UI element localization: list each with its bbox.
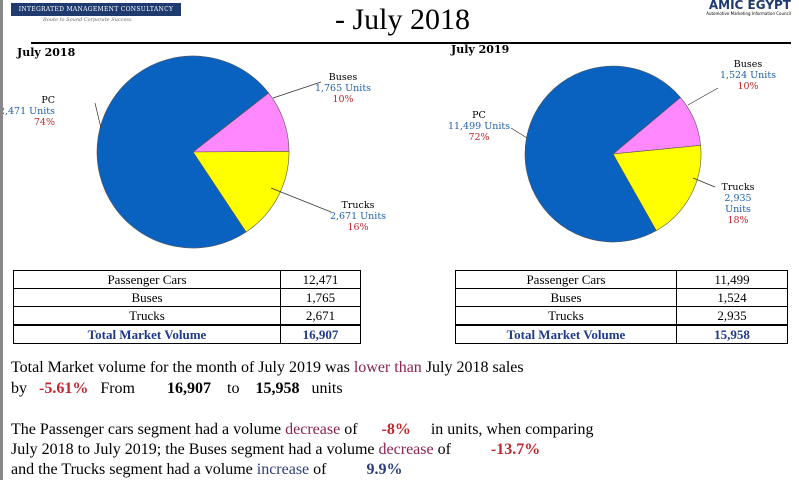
pie-label-trucks: 18% xyxy=(727,215,748,226)
page-title: - July 2018 xyxy=(335,3,470,36)
pie-label-buses: 1,524 Units xyxy=(720,70,776,81)
cell: 1,765 xyxy=(280,288,361,307)
pie-label-buses: Buses xyxy=(329,72,358,83)
pie-slice-trucks xyxy=(612,145,702,232)
pie-label-buses: 10% xyxy=(737,81,758,92)
pie-slice-trucks xyxy=(192,150,290,233)
pie-label-pc: PC xyxy=(41,95,55,106)
pie-slice-pc xyxy=(96,55,270,249)
leader-line xyxy=(270,187,332,213)
pie-title-2019: July 2019 xyxy=(451,43,510,56)
total-label: Total Market Volume xyxy=(455,324,677,344)
pie-label-pc: PC xyxy=(472,110,486,121)
pie-label-pc: 12,471 Units xyxy=(3,106,55,117)
pie-label-pc: 72% xyxy=(468,132,489,143)
segment-line-3: and the Trucks segment had a volume incr… xyxy=(11,461,403,478)
volume-table-2018: Passenger Cars 12,471 Buses 1,765 Trucks 2,… xyxy=(13,270,361,344)
summary-line-1: Total Market volume for the month of Jul… xyxy=(11,359,524,376)
cell: 12,471 xyxy=(280,270,361,289)
segment-line-1: The Passenger cars segment had a volume … xyxy=(11,421,594,438)
pie-label-buses: 10% xyxy=(332,94,353,105)
pie-label-pc: 11,499 Units xyxy=(448,121,510,132)
pie-label-trucks: Trucks xyxy=(342,200,375,211)
pie-label-trucks: 16% xyxy=(347,222,368,233)
pie-label-buses: Buses xyxy=(734,59,763,70)
leader-line xyxy=(510,127,528,139)
total-label: Total Market Volume xyxy=(13,324,281,344)
amic-logo-sub: Automotive Marketing Information Council xyxy=(706,11,791,16)
pie-label-trucks: Units xyxy=(725,204,751,215)
imc-logo-tagline: Route to Sound Corporate Success xyxy=(43,17,132,23)
leader-line xyxy=(94,102,102,129)
pie-label-buses: 1,765 Units xyxy=(315,83,371,94)
amic-logo: AMIC EGYPT Automotive Marketing Informat… xyxy=(706,0,791,16)
leader-line xyxy=(272,81,322,99)
total-value: 16,907 xyxy=(280,324,361,344)
volume-table-2019: Passenger Cars 11,499 Buses 1,524 Trucks 2,… xyxy=(455,270,788,344)
cell: Buses xyxy=(13,288,281,307)
cell: Passenger Cars xyxy=(455,270,677,289)
cell: Passenger Cars xyxy=(13,270,281,289)
title-divider xyxy=(31,42,791,44)
cell: 2,935 xyxy=(676,306,788,326)
leader-line xyxy=(687,87,719,106)
cell: 11,499 xyxy=(676,270,788,289)
segment-line-2: July 2018 to July 2019; the Buses segmen… xyxy=(11,441,541,458)
cell: Trucks xyxy=(455,306,677,326)
imc-logo: INTEGRATED MANAGEMENT CONSULTANCY xyxy=(11,3,181,16)
total-value: 15,958 xyxy=(676,324,788,344)
pie-title-2018: July 2018 xyxy=(17,46,76,59)
leader-line xyxy=(692,177,716,188)
pie-label-pc: 74% xyxy=(34,117,55,128)
pie-label-trucks: 2,935 xyxy=(724,193,751,204)
pie-label-trucks: Trucks xyxy=(722,182,755,193)
cell: Trucks xyxy=(13,306,281,326)
summary-line-2: by -5.61% From 16,907 to 15,958 units xyxy=(11,380,343,397)
amic-logo-text: AMIC EGYPT xyxy=(708,0,791,12)
pie-slice-pc xyxy=(524,65,681,243)
cell: 1,524 xyxy=(676,288,788,307)
pie-label-trucks: 2,671 Units xyxy=(330,211,386,222)
cell: Buses xyxy=(455,288,677,307)
cell: 2,671 xyxy=(280,306,361,326)
